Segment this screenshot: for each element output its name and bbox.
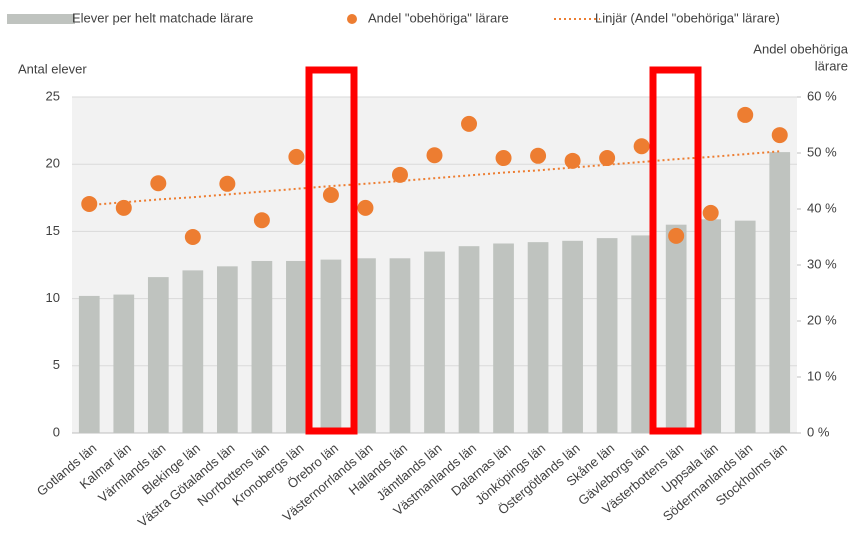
legend-swatch: [7, 14, 75, 24]
bar: [251, 260, 273, 433]
legend-swatch: [347, 14, 357, 24]
dot: [426, 147, 443, 164]
y-tick-label: 15: [46, 223, 60, 238]
dot: [668, 227, 685, 244]
highlight-box: [305, 66, 358, 435]
bar: [665, 224, 687, 433]
bar: [493, 243, 514, 433]
dot: [288, 148, 305, 165]
dot: [771, 127, 788, 144]
y2-axis-label: lärare: [815, 58, 848, 73]
bar: [700, 219, 722, 433]
bar: [320, 259, 342, 433]
bar: [286, 260, 307, 433]
bar: [631, 235, 652, 433]
bar: [355, 258, 376, 433]
dot: [150, 175, 167, 192]
y-axis-label: Antal elever: [18, 61, 87, 76]
bar: [562, 240, 583, 433]
y2-tick-label: 60 %: [807, 88, 837, 103]
legend-label: Elever per helt matchade lärare: [72, 10, 253, 25]
y-tick-label: 10: [46, 290, 60, 305]
bar: [527, 242, 549, 433]
legend-label: Andel "obehöriga" lärare: [368, 10, 509, 25]
bar: [217, 266, 238, 433]
dot: [530, 147, 547, 164]
dot: [461, 115, 478, 132]
bar: [458, 246, 480, 433]
bar: [424, 251, 445, 433]
dot: [219, 175, 236, 192]
y2-tick-label: 10 %: [807, 368, 837, 383]
y2-tick-label: 40 %: [807, 200, 837, 215]
dot: [702, 204, 719, 221]
bar: [182, 270, 204, 433]
dot: [322, 187, 339, 203]
legend-label: Linjär (Andel "obehöriga" lärare): [595, 10, 780, 25]
bar: [389, 258, 411, 433]
bar: [147, 277, 169, 433]
trend-line: [89, 150, 780, 207]
y-tick-label: 0: [53, 424, 60, 439]
y2-tick-label: 0 %: [807, 424, 830, 439]
y2-axis-label: Andel obehöriga: [753, 41, 848, 56]
bar: [734, 220, 756, 433]
highlight-box: [649, 66, 702, 435]
dot: [253, 212, 270, 229]
y-tick-label: 20: [46, 156, 60, 171]
dot: [633, 138, 650, 155]
bar: [78, 295, 100, 433]
dot: [599, 150, 616, 167]
y-tick-label: 5: [53, 357, 60, 372]
bar: [596, 238, 618, 433]
bar: [113, 294, 135, 433]
dot: [564, 152, 581, 169]
y2-tick-label: 20 %: [807, 312, 837, 327]
y2-tick-label: 50 %: [807, 144, 837, 159]
y-tick-label: 25: [46, 88, 60, 103]
dot: [115, 199, 132, 216]
dot: [81, 195, 98, 212]
dot: [357, 199, 374, 216]
dot: [737, 106, 754, 123]
bar: [769, 152, 791, 433]
y2-tick-label: 30 %: [807, 256, 837, 271]
dot: [495, 150, 512, 167]
dot: [391, 166, 408, 183]
dot: [184, 229, 201, 245]
